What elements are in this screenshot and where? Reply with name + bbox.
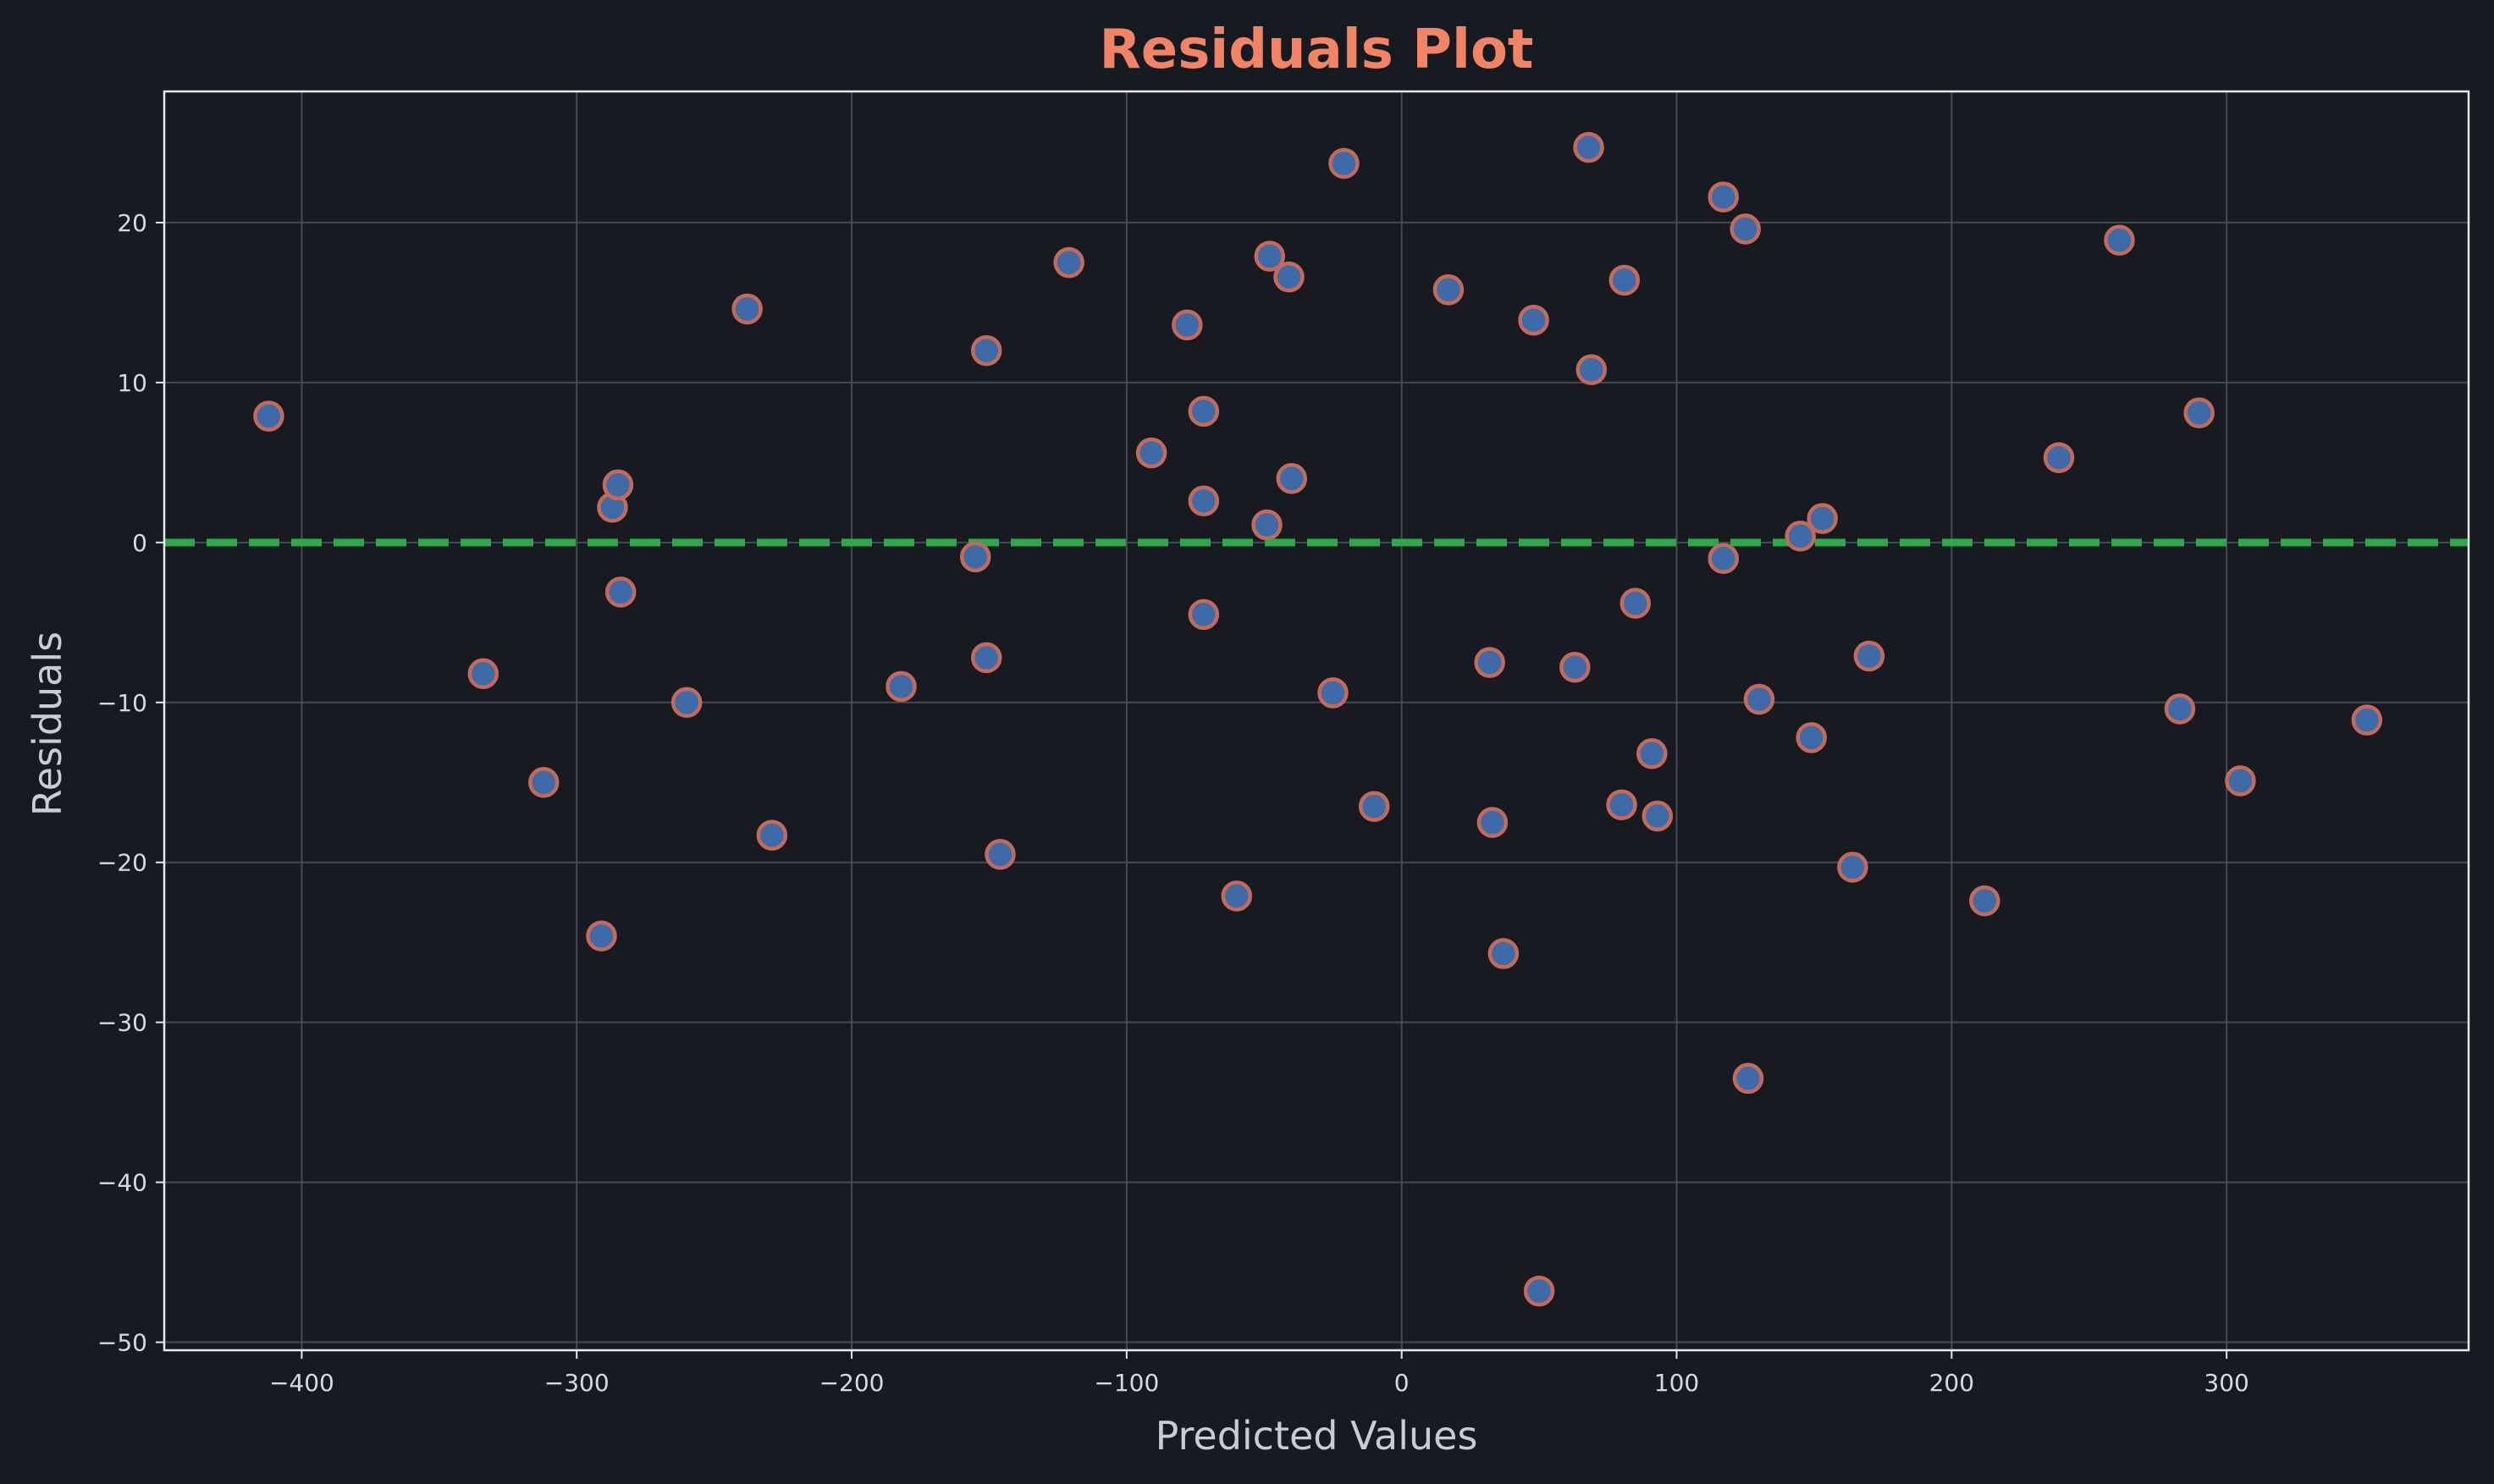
scatter-point (1135, 437, 1167, 469)
scatter-point (1730, 213, 1761, 245)
scatter-point (1432, 274, 1465, 306)
scatter-point (959, 541, 991, 573)
plot-area-background (164, 91, 2469, 1350)
scatter-point (1642, 800, 1674, 832)
scatter-point (1053, 246, 1084, 279)
scatter-point (253, 400, 284, 432)
scatter-point (2164, 693, 2196, 725)
chart-title: Residuals Plot (1100, 19, 1534, 81)
scatter-point (1606, 789, 1637, 820)
y-axis-ticks: −50 −40 −30 −20 −10 0 10 20 (97, 209, 164, 1357)
scatter-point (1358, 791, 1390, 822)
scatter-point (970, 642, 1002, 674)
y-tick-label: −50 (97, 1329, 147, 1357)
scatter-point (1837, 852, 1868, 883)
scatter-point (1276, 462, 1308, 494)
x-tick-label: −400 (269, 1369, 334, 1397)
scatter-point (1785, 521, 1816, 552)
y-tick-label: 10 (117, 369, 147, 397)
data-points (253, 131, 2383, 1307)
scatter-point (604, 576, 637, 608)
scatter-point (2104, 224, 2135, 256)
y-tick-label: −10 (97, 689, 147, 717)
x-tick-label: −300 (544, 1369, 610, 1397)
scatter-point (1328, 147, 1360, 179)
scatter-point (670, 687, 703, 719)
y-tick-label: 0 (132, 529, 147, 557)
y-axis-label: Residuals (25, 632, 70, 816)
x-tick-label: 0 (1394, 1369, 1410, 1397)
y-tick-label: 20 (117, 209, 147, 237)
scatter-point (2225, 765, 2256, 797)
x-tick-label: 300 (2204, 1369, 2248, 1397)
scatter-point (1254, 240, 1286, 272)
scatter-point (1807, 503, 1838, 534)
scatter-point (1476, 807, 1509, 838)
x-axis-ticks: −400 −300 −200 −100 0 100 200 300 (269, 1350, 2249, 1397)
scatter-point (1732, 1062, 1764, 1095)
scatter-point (1523, 1275, 1555, 1307)
scatter-point (985, 839, 1016, 870)
scatter-point (1317, 677, 1349, 709)
scatter-point (1608, 264, 1641, 296)
scatter-point (1273, 261, 1305, 293)
scatter-point (970, 334, 1002, 367)
scatter-point (1708, 543, 1739, 574)
x-tick-label: 200 (1929, 1369, 1974, 1397)
plot-frame (163, 90, 2470, 1352)
y-tick-label: −40 (97, 1169, 147, 1197)
scatter-point (586, 920, 617, 952)
scatter-point (1172, 309, 1203, 341)
scatter-point (2183, 397, 2215, 429)
y-tick-label: −20 (97, 849, 147, 877)
scatter-point (731, 293, 763, 325)
scatter-point (467, 658, 499, 690)
scatter-point (1969, 885, 2000, 917)
scatter-point (1518, 304, 1549, 336)
y-tick-label: −30 (97, 1009, 147, 1037)
scatter-point (1188, 395, 1220, 428)
x-tick-label: −100 (1094, 1369, 1159, 1397)
scatter-point (1853, 640, 1885, 672)
scatter-point (2351, 704, 2383, 736)
scatter-point (1743, 683, 1775, 715)
scatter-point (1575, 354, 1608, 386)
x-axis-label: Predicted Values (1156, 1413, 1478, 1459)
x-tick-label: 100 (1654, 1369, 1699, 1397)
scatter-point (1573, 131, 1604, 163)
scatter-point (1188, 599, 1220, 631)
scatter-point (886, 670, 917, 703)
scatter-point (1474, 647, 1505, 678)
scatter-point (528, 766, 560, 798)
x-tick-label: −200 (819, 1369, 885, 1397)
scatter-point (1188, 485, 1220, 516)
scatter-point (602, 469, 634, 501)
scatter-point (1796, 722, 1827, 753)
scatter-point (1559, 651, 1591, 683)
scatter-point (756, 819, 788, 851)
scatter-point (2043, 442, 2075, 473)
scatter-point (1487, 938, 1520, 969)
scatter-point (1251, 509, 1283, 541)
scatter-point (1619, 588, 1652, 619)
scatter-point (1708, 181, 1739, 212)
scatter-point (1636, 737, 1668, 770)
scatter-point (1221, 880, 1253, 912)
